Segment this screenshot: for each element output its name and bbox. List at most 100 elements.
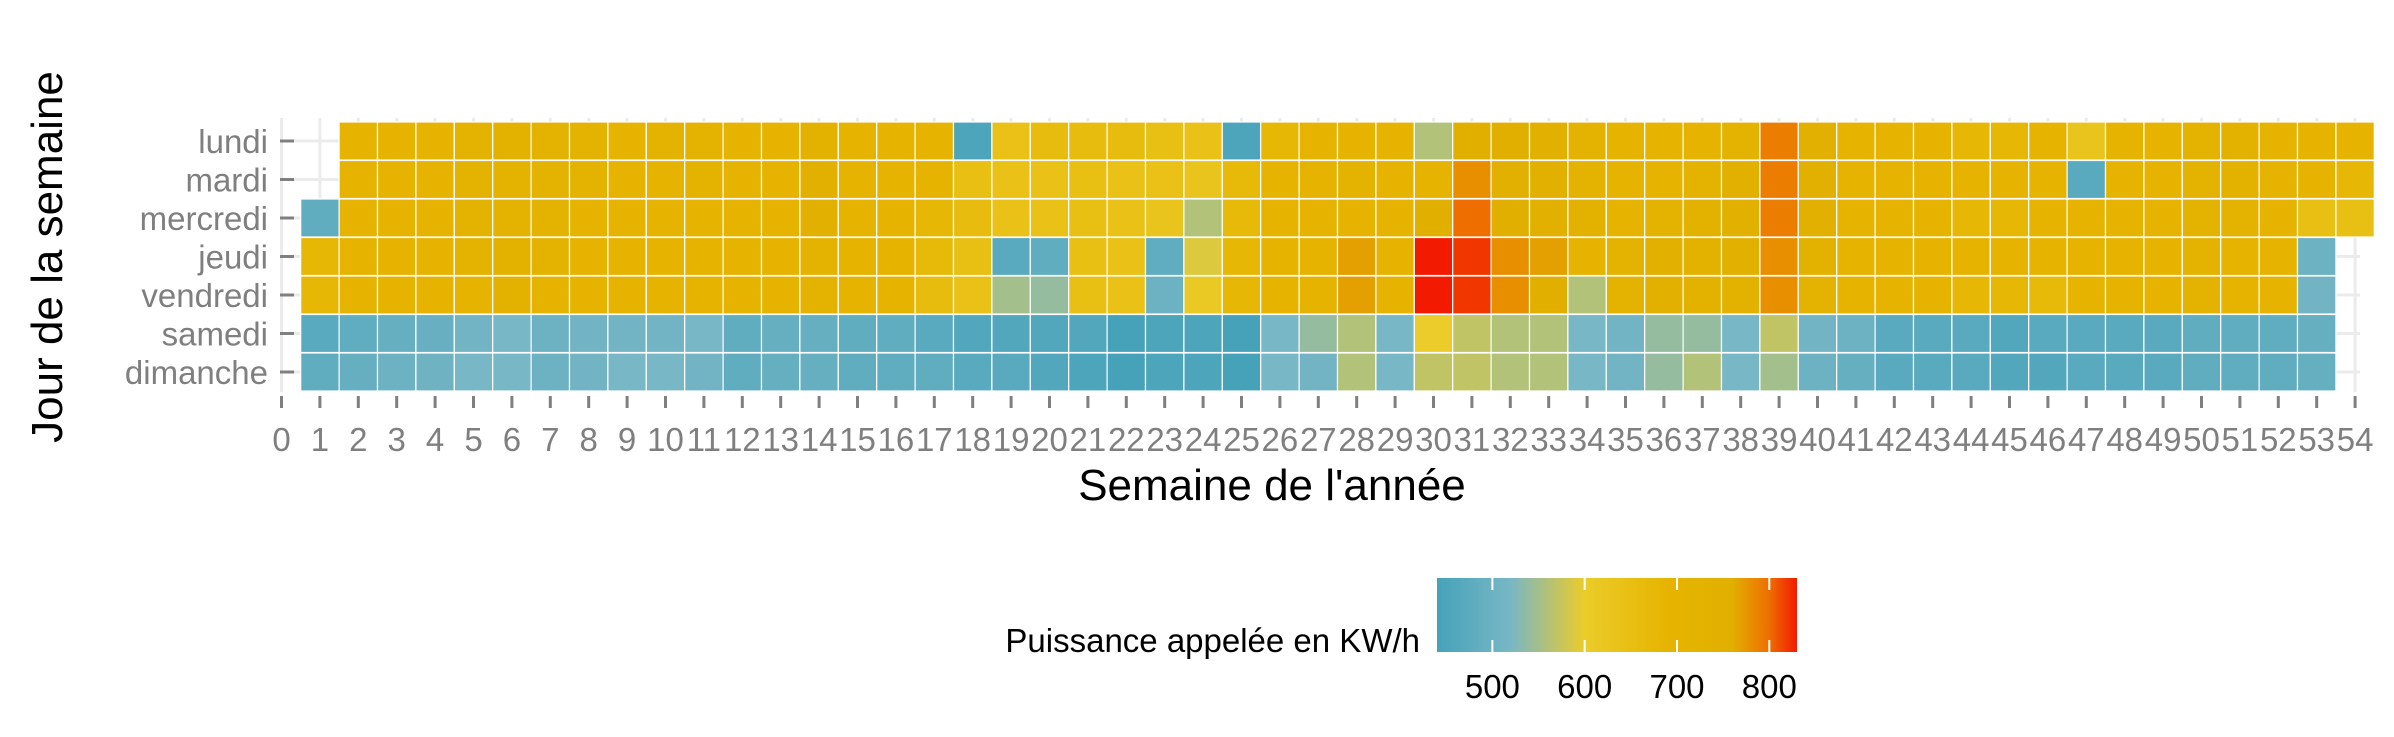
cell-lundi-w51 xyxy=(2220,121,2260,161)
cell-dimanche-w17 xyxy=(914,352,955,392)
cell-mercredi-w29 xyxy=(1375,198,1415,238)
cell-vendredi-w50 xyxy=(2181,275,2222,315)
x-tick-label-49: 49 xyxy=(2145,421,2182,458)
cell-mercredi-w12 xyxy=(722,198,763,238)
x-tick-label-48: 48 xyxy=(2106,421,2143,458)
x-tick-label-52: 52 xyxy=(2260,421,2297,458)
cell-vendredi-w28 xyxy=(1336,275,1377,315)
x-tick-label-22: 22 xyxy=(1108,421,1145,458)
x-tick-label-12: 12 xyxy=(724,421,761,458)
cell-jeudi-w52 xyxy=(2258,236,2299,277)
x-tick-label-4: 4 xyxy=(426,421,444,458)
cell-samedi-w47 xyxy=(2066,313,2107,354)
legend-tick-label-600: 600 xyxy=(1557,668,1612,705)
y-axis: lundimardimercredijeudivendredisamedidim… xyxy=(125,123,294,391)
cell-lundi-w18 xyxy=(952,121,993,161)
cell-dimanche-w1 xyxy=(300,352,340,392)
x-tick-label-37: 37 xyxy=(1684,421,1721,458)
cell-mardi-w41 xyxy=(1836,159,1876,200)
cell-jeudi-w13 xyxy=(760,236,801,277)
cell-lundi-w24 xyxy=(1183,121,1223,161)
cell-samedi-w19 xyxy=(991,313,1031,354)
cell-mardi-w7 xyxy=(530,159,571,200)
cell-mercredi-w41 xyxy=(1836,198,1876,238)
cell-samedi-w34 xyxy=(1567,313,1607,354)
cell-jeudi-w34 xyxy=(1567,236,1607,277)
cell-jeudi-w2 xyxy=(338,236,379,277)
cell-jeudi-w1 xyxy=(300,236,340,277)
x-tick-label-40: 40 xyxy=(1799,421,1836,458)
cell-lundi-w7 xyxy=(530,121,571,161)
cell-vendredi-w45 xyxy=(1989,275,2030,315)
cell-lundi-w46 xyxy=(2028,121,2068,161)
cell-dimanche-w4 xyxy=(415,352,455,392)
cell-vendredi-w16 xyxy=(876,275,916,315)
cell-dimanche-w11 xyxy=(684,352,724,392)
cell-dimanche-w29 xyxy=(1375,352,1415,392)
cell-mardi-w32 xyxy=(1490,159,1531,200)
cell-lundi-w6 xyxy=(492,121,532,161)
cell-jeudi-w48 xyxy=(2104,236,2145,277)
cell-mardi-w35 xyxy=(1605,159,1646,200)
cell-dimanche-w53 xyxy=(2296,352,2337,392)
x-tick-label-0: 0 xyxy=(272,421,290,458)
cell-lundi-w30 xyxy=(1413,121,1454,161)
cell-jeudi-w38 xyxy=(1720,236,1761,277)
cell-mercredi-w11 xyxy=(684,198,724,238)
cell-lundi-w13 xyxy=(760,121,801,161)
cell-vendredi-w35 xyxy=(1605,275,1646,315)
cell-samedi-w18 xyxy=(952,313,993,354)
cell-vendredi-w25 xyxy=(1221,275,1262,315)
cell-samedi-w33 xyxy=(1528,313,1569,354)
cell-mardi-w49 xyxy=(2143,159,2183,200)
cell-vendredi-w53 xyxy=(2296,275,2337,315)
cell-jeudi-w14 xyxy=(799,236,839,277)
cell-jeudi-w19 xyxy=(991,236,1031,277)
cell-vendredi-w48 xyxy=(2104,275,2145,315)
cell-jeudi-w30 xyxy=(1413,236,1454,277)
cell-mardi-w46 xyxy=(2028,159,2068,200)
cell-mercredi-w10 xyxy=(645,198,686,238)
x-tick-label-51: 51 xyxy=(2222,421,2259,458)
cell-mardi-w14 xyxy=(799,159,839,200)
cell-samedi-w26 xyxy=(1260,313,1300,354)
cell-jeudi-w23 xyxy=(1144,236,1185,277)
cell-lundi-w22 xyxy=(1106,121,1147,161)
cell-vendredi-w7 xyxy=(530,275,571,315)
cell-mercredi-w2 xyxy=(338,198,379,238)
cell-mercredi-w13 xyxy=(760,198,801,238)
legend-tick-label-500: 500 xyxy=(1465,668,1520,705)
cell-dimanche-w43 xyxy=(1912,352,1953,392)
cell-samedi-w49 xyxy=(2143,313,2183,354)
cell-vendredi-w1 xyxy=(300,275,340,315)
cell-jeudi-w27 xyxy=(1298,236,1339,277)
cell-jeudi-w35 xyxy=(1605,236,1646,277)
cell-mardi-w8 xyxy=(568,159,609,200)
cell-lundi-w23 xyxy=(1144,121,1185,161)
x-tick-label-8: 8 xyxy=(580,421,598,458)
cell-mardi-w15 xyxy=(837,159,878,200)
cell-lundi-w32 xyxy=(1490,121,1531,161)
y-tick-label-vendredi: vendredi xyxy=(141,277,268,314)
cell-lundi-w21 xyxy=(1068,121,1108,161)
cell-mardi-w6 xyxy=(492,159,532,200)
x-tick-label-32: 32 xyxy=(1492,421,1529,458)
x-tick-label-28: 28 xyxy=(1338,421,1375,458)
cell-lundi-w36 xyxy=(1644,121,1684,161)
cell-vendredi-w3 xyxy=(376,275,417,315)
x-tick-label-5: 5 xyxy=(464,421,482,458)
cell-vendredi-w32 xyxy=(1490,275,1531,315)
x-tick-label-25: 25 xyxy=(1223,421,1260,458)
x-tick-label-1: 1 xyxy=(311,421,329,458)
cell-lundi-w5 xyxy=(453,121,494,161)
cell-jeudi-w16 xyxy=(876,236,916,277)
cell-vendredi-w44 xyxy=(1951,275,1991,315)
cell-mercredi-w17 xyxy=(914,198,955,238)
cell-mardi-w26 xyxy=(1260,159,1300,200)
cell-jeudi-w12 xyxy=(722,236,763,277)
cell-mardi-w53 xyxy=(2296,159,2337,200)
cell-vendredi-w15 xyxy=(837,275,878,315)
x-tick-label-9: 9 xyxy=(618,421,636,458)
cell-vendredi-w34 xyxy=(1567,275,1607,315)
cell-mercredi-w40 xyxy=(1797,198,1838,238)
